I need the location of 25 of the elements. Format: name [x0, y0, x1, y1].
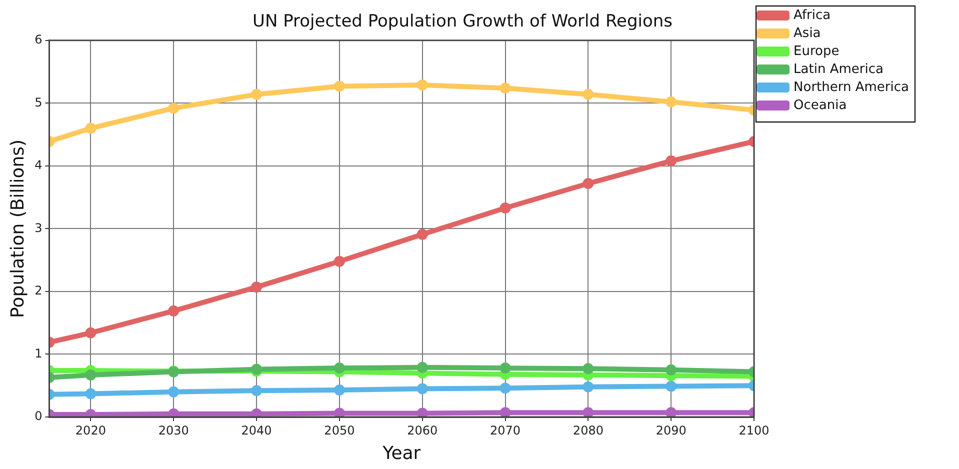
- y-tick-label: 6: [34, 32, 42, 47]
- y-tick-label: 5: [34, 95, 42, 110]
- y-tick-label: 1: [34, 346, 42, 360]
- x-tick-label: 2050: [324, 423, 355, 438]
- x-tick-label: 2070: [490, 423, 521, 438]
- x-tick-label: 2020: [75, 423, 106, 438]
- legend-label: Africa: [794, 8, 831, 23]
- legend-label: Asia: [794, 26, 821, 41]
- x-tick-label: 2090: [656, 423, 686, 438]
- y-tick-label: 2: [34, 284, 42, 298]
- y-tick-label: 0: [34, 409, 42, 424]
- legend-label: Latin America: [794, 62, 884, 77]
- y-axis-title: Population (Billions): [7, 139, 28, 318]
- x-tick-label: 2100: [738, 423, 770, 438]
- x-tick-label: 2030: [158, 423, 189, 438]
- legend-label: Oceania: [794, 98, 847, 113]
- y-tick-label: 3: [34, 220, 42, 235]
- x-tick-label: 2080: [572, 423, 604, 438]
- chart-title: UN Projected Population Growth of World Regions: [252, 12, 673, 32]
- legend-label: Europe: [794, 44, 840, 59]
- x-tick-label: 2040: [241, 423, 272, 438]
- legend-label: Northern America: [794, 80, 910, 95]
- x-tick-label: 2060: [407, 423, 438, 438]
- y-tick-label: 4: [34, 158, 42, 172]
- x-axis-title: Year: [382, 442, 422, 464]
